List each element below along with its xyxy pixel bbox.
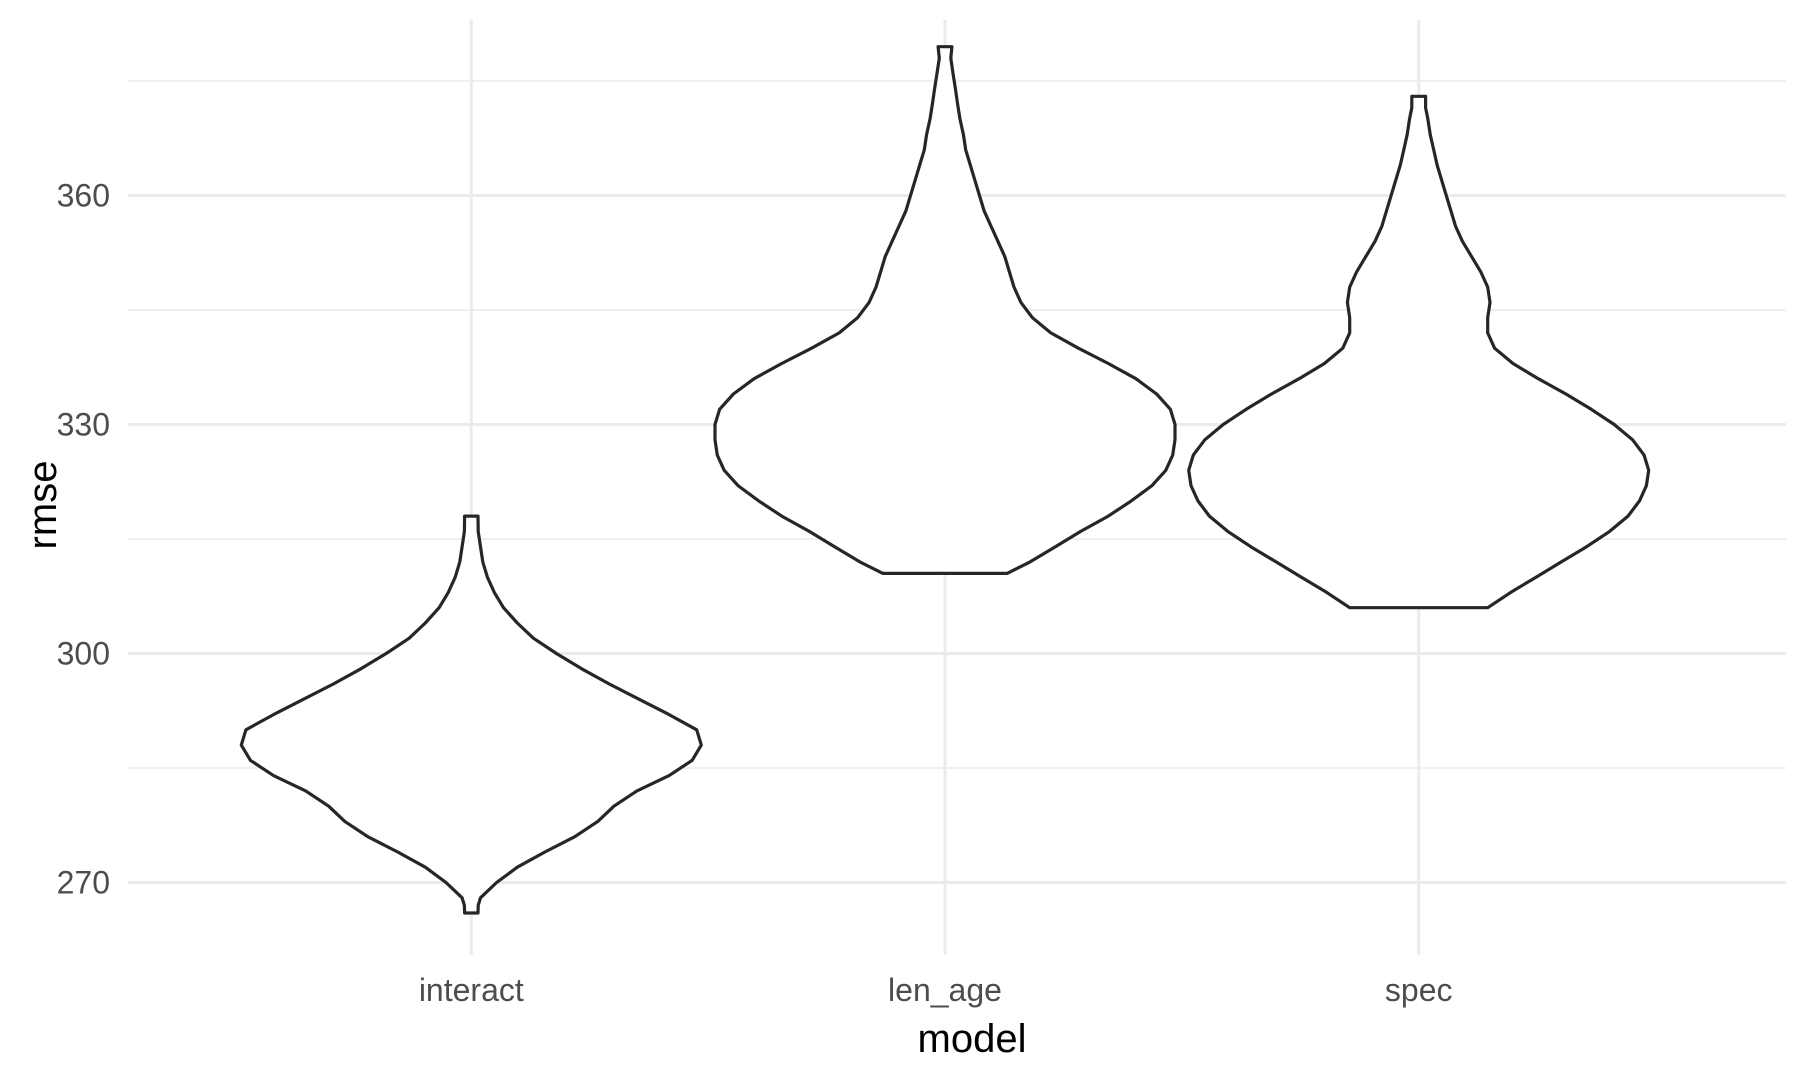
y-tick-label: 360 xyxy=(57,178,110,214)
y-tick-label: 330 xyxy=(57,407,110,443)
x-axis-title: model xyxy=(918,1017,1027,1061)
violins xyxy=(239,45,1651,915)
violin-spec xyxy=(1187,94,1651,610)
y-axis-title: rmse xyxy=(21,461,65,550)
x-tick-label: interact xyxy=(419,972,524,1008)
y-tick-label: 300 xyxy=(57,636,110,672)
x-tick-label: spec xyxy=(1385,972,1453,1008)
violin-interact xyxy=(239,514,703,915)
violin-len-age xyxy=(713,45,1177,575)
x-tick-label: len_age xyxy=(888,972,1002,1008)
y-tick-label: 270 xyxy=(57,864,110,900)
x-tick-labels: interact len_age spec xyxy=(419,972,1453,1008)
y-tick-labels: 270 300 330 360 xyxy=(57,178,110,901)
